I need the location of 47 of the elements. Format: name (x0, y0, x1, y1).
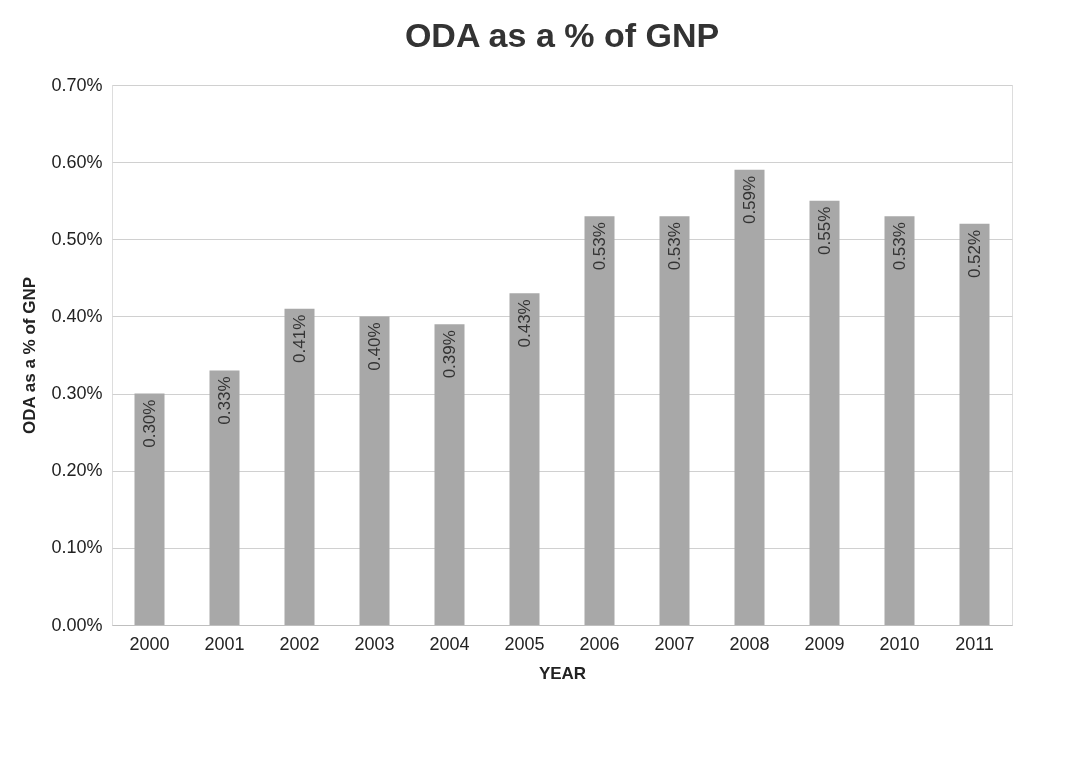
data-label: 0.53% (889, 222, 909, 271)
data-label: 0.53% (589, 222, 609, 271)
bar (509, 293, 540, 625)
bar (809, 200, 840, 625)
x-tick-label: 2010 (879, 633, 920, 654)
data-label: 0.41% (289, 314, 309, 363)
x-tick-label: 2005 (504, 633, 545, 654)
y-tick-label: 0.20% (51, 460, 103, 481)
bar (959, 223, 990, 625)
data-label: 0.55% (814, 206, 834, 255)
bar (284, 308, 315, 625)
x-tick-label: 2003 (354, 633, 395, 654)
x-tick-label: 2009 (804, 633, 845, 654)
y-tick-label: 0.40% (51, 305, 103, 326)
bar (659, 216, 690, 625)
data-label: 0.30% (139, 399, 159, 448)
x-axis-title: YEAR (538, 663, 587, 683)
x-tick-label: 2004 (429, 633, 470, 654)
data-label: 0.40% (364, 322, 384, 371)
y-tick-label: 0.70% (51, 74, 103, 95)
x-tick-label: 2006 (579, 633, 620, 654)
chart-title: ODA as a % of GNP (404, 16, 720, 54)
data-label: 0.52% (964, 229, 984, 279)
bar (584, 216, 615, 625)
y-tick-label: 0.00% (51, 614, 103, 635)
y-axis-title: ODA as a % of GNP (20, 276, 40, 435)
data-label: 0.59% (739, 175, 759, 225)
data-label: 0.53% (664, 222, 684, 271)
bar (734, 169, 765, 625)
bar (134, 393, 165, 625)
y-tick-label: 0.30% (51, 383, 103, 404)
x-tick-label: 2000 (129, 633, 170, 654)
y-tick-label: 0.60% (51, 151, 103, 172)
x-tick-label: 2002 (279, 633, 320, 654)
x-tick-label: 2011 (955, 633, 994, 654)
bar (434, 324, 465, 625)
x-tick-label: 2007 (654, 633, 695, 654)
y-tick-label: 0.50% (51, 228, 103, 249)
data-label: 0.43% (514, 299, 534, 348)
x-tick-label: 2008 (729, 633, 770, 654)
bar (884, 216, 915, 625)
data-label: 0.39% (439, 330, 459, 379)
bar (209, 370, 240, 625)
y-tick-label: 0.10% (51, 537, 103, 558)
bar (359, 316, 390, 625)
x-tick-label: 2001 (204, 633, 245, 654)
data-label: 0.33% (214, 376, 234, 425)
